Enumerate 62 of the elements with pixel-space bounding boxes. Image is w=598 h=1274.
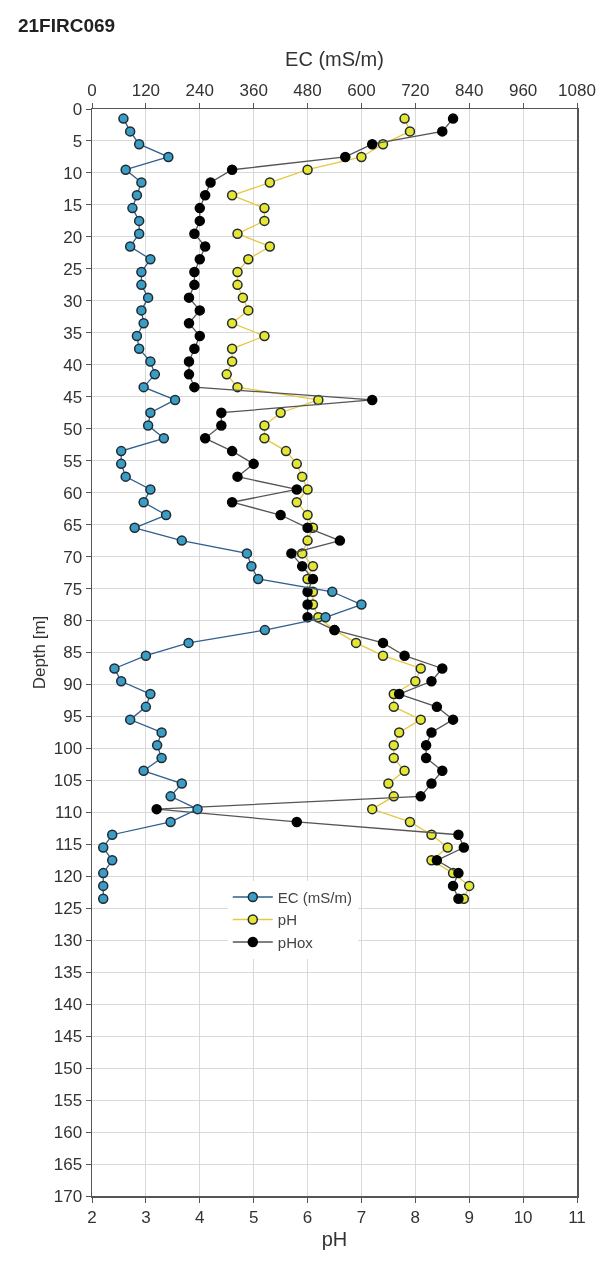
y-tick-label: 0 <box>72 99 83 119</box>
x-tick-label: 10 <box>513 1207 533 1227</box>
x-tick-label: 3 <box>141 1207 151 1227</box>
x-axis-title: pH <box>321 1228 348 1251</box>
x-tick-label: 8 <box>410 1207 421 1227</box>
y-tick-label: 120 <box>53 867 83 887</box>
x-tick-label: 5 <box>248 1207 259 1227</box>
y-tick-label: 75 <box>63 579 83 599</box>
y-tick-label: 170 <box>53 1186 83 1206</box>
x-tick-label: 11 <box>568 1207 586 1227</box>
y-tick-label: 25 <box>63 259 83 279</box>
y-tick-label: 95 <box>63 707 83 727</box>
y-tick-label: 150 <box>53 1059 83 1079</box>
x2-tick-label: 480 <box>293 80 322 100</box>
y-tick-label: 70 <box>63 547 83 567</box>
y-tick-label: 50 <box>63 419 83 439</box>
y-tick-label: 115 <box>54 835 83 855</box>
y-tick-label: 30 <box>63 291 83 311</box>
y-tick-label: 15 <box>63 195 83 215</box>
y-tick-label: 45 <box>63 387 83 407</box>
x2-tick-label: 0 <box>87 80 97 100</box>
y-tick-label: 130 <box>53 931 83 951</box>
x2-tick-label: 720 <box>401 80 430 100</box>
legend-label: pHox <box>277 933 314 951</box>
x2-tick-label: 840 <box>455 80 484 100</box>
y-tick-label: 155 <box>53 1091 83 1111</box>
y-tick-label: 10 <box>63 163 83 183</box>
chart-title: 21FIRC069 <box>17 15 116 37</box>
y-tick-label: 105 <box>53 771 83 791</box>
y-tick-label: 90 <box>63 675 83 695</box>
y-tick-label: 35 <box>63 323 83 343</box>
y-tick-label: 160 <box>53 1123 83 1143</box>
y-tick-label: 20 <box>63 227 83 247</box>
y-tick-label: 40 <box>63 355 83 375</box>
x2-axis-title: EC (mS/m) <box>285 48 384 71</box>
y-tick-label: 5 <box>72 131 83 151</box>
x2-tick-label: 1080 <box>558 80 596 100</box>
x2-tick-label: 120 <box>131 80 161 100</box>
y-tick-label: 135 <box>53 963 83 983</box>
x2-tick-label: 360 <box>239 80 268 100</box>
y-tick-label: 165 <box>53 1154 83 1174</box>
y-tick-label: 85 <box>63 643 83 663</box>
x-tick-label: 7 <box>356 1207 367 1227</box>
x-tick-label: 4 <box>195 1207 205 1227</box>
y-tick-label: 140 <box>53 995 83 1015</box>
x-tick-label: 9 <box>464 1207 474 1227</box>
legend-label: EC (mS/m) <box>277 888 352 906</box>
x2-tick-label: 960 <box>508 80 538 100</box>
x2-tick-label: 240 <box>185 80 214 100</box>
x2-tick-label: 600 <box>347 80 376 100</box>
y-tick-label: 125 <box>53 899 83 919</box>
y-tick-label: 110 <box>54 803 83 823</box>
y-tick-label: 100 <box>53 739 83 759</box>
y-tick-label: 65 <box>63 515 83 535</box>
x-tick-label: 2 <box>87 1207 97 1227</box>
y-tick-label: 55 <box>63 451 83 471</box>
x-tick-label: 6 <box>302 1207 313 1227</box>
legend-label: pH <box>277 911 297 929</box>
y-tick-label: 145 <box>53 1027 83 1047</box>
y-tick-label: 60 <box>63 483 83 503</box>
y-tick-label: 80 <box>63 611 83 631</box>
y-axis-title: Depth [m] <box>29 615 49 690</box>
